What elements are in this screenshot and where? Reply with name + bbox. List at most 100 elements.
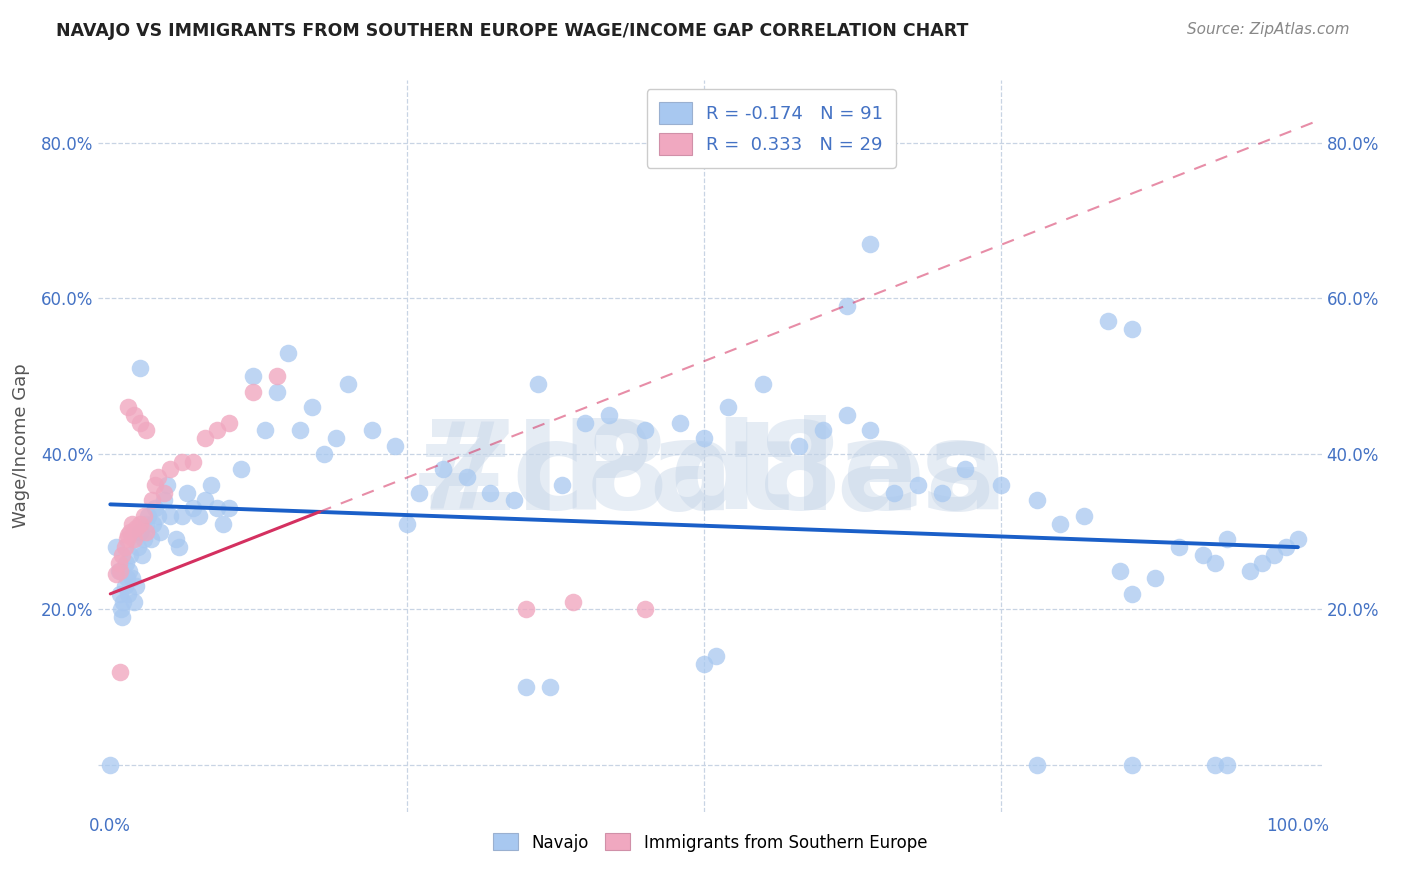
Point (200, 478, 222, 492)
Point (118, 564, 141, 578)
Point (1025, 758, 1047, 772)
Point (122, 594, 145, 608)
Point (205, 501, 228, 516)
Point (301, 400, 323, 414)
Point (515, 680, 537, 694)
Point (212, 516, 235, 531)
Point (883, 485, 905, 500)
Point (105, 540, 128, 554)
Point (931, 485, 953, 500)
Point (188, 509, 211, 524)
Point (129, 524, 152, 539)
Point (125, 521, 148, 535)
Point (156, 478, 179, 492)
Point (704, 649, 727, 664)
Point (1215, 533, 1237, 547)
Point (479, 485, 502, 500)
Point (312, 447, 335, 461)
Point (108, 587, 131, 601)
Point (634, 602, 657, 616)
Point (194, 493, 217, 508)
Point (1215, 758, 1237, 772)
Point (183, 501, 205, 516)
Point (408, 485, 430, 500)
Point (1121, 322, 1143, 336)
Point (266, 368, 288, 383)
Point (1108, 564, 1130, 578)
Point (107, 564, 129, 578)
Point (1121, 758, 1143, 772)
Point (145, 501, 167, 516)
Point (325, 431, 347, 445)
Point (132, 533, 155, 547)
Point (218, 501, 240, 516)
Point (146, 509, 169, 524)
Point (114, 540, 136, 554)
Point (1192, 548, 1215, 562)
Point (290, 424, 312, 438)
Point (183, 454, 205, 468)
Point (907, 478, 929, 492)
Legend: Navajo, Immigrants from Southern Europe: Navajo, Immigrants from Southern Europe (486, 827, 934, 858)
Point (121, 571, 143, 585)
Point (170, 509, 193, 524)
Point (120, 524, 142, 539)
Point (1286, 533, 1309, 547)
Point (1168, 540, 1191, 554)
Point (131, 548, 153, 562)
Point (859, 236, 882, 251)
Point (693, 431, 716, 445)
Point (145, 478, 167, 492)
Point (152, 493, 174, 508)
Point (159, 509, 181, 524)
Point (859, 424, 882, 438)
Point (1049, 516, 1071, 531)
Point (167, 540, 190, 554)
Point (139, 533, 162, 547)
Point (229, 462, 252, 476)
Point (132, 509, 155, 524)
Point (105, 567, 128, 582)
Point (835, 299, 858, 313)
Point (717, 400, 740, 414)
Point (253, 424, 276, 438)
Point (122, 533, 145, 547)
Point (277, 345, 299, 359)
Point (129, 416, 152, 430)
Point (1025, 493, 1047, 508)
Point (129, 361, 152, 376)
Point (835, 408, 858, 422)
Point (108, 564, 131, 578)
Point (598, 408, 620, 422)
Point (752, 376, 775, 391)
Point (634, 424, 657, 438)
Point (990, 478, 1012, 492)
Point (111, 610, 134, 624)
Y-axis label: Wage/Income Gap: Wage/Income Gap (11, 364, 30, 528)
Point (135, 516, 157, 531)
Point (127, 540, 149, 554)
Point (117, 528, 139, 542)
Point (218, 416, 240, 430)
Point (955, 462, 977, 476)
Point (396, 516, 419, 531)
Point (114, 556, 136, 570)
Point (693, 657, 716, 671)
Point (787, 439, 810, 453)
Point (1263, 548, 1285, 562)
Point (515, 602, 537, 616)
Point (176, 485, 198, 500)
Point (165, 533, 187, 547)
Point (135, 524, 157, 539)
Point (456, 470, 478, 484)
Point (1144, 571, 1167, 585)
Point (142, 516, 165, 531)
Point (159, 462, 181, 476)
Point (111, 548, 134, 562)
Point (122, 408, 145, 422)
Text: Source: ZipAtlas.com: Source: ZipAtlas.com (1187, 22, 1350, 37)
Point (242, 368, 264, 383)
Point (562, 594, 585, 608)
Point (527, 376, 550, 391)
Point (669, 416, 692, 430)
